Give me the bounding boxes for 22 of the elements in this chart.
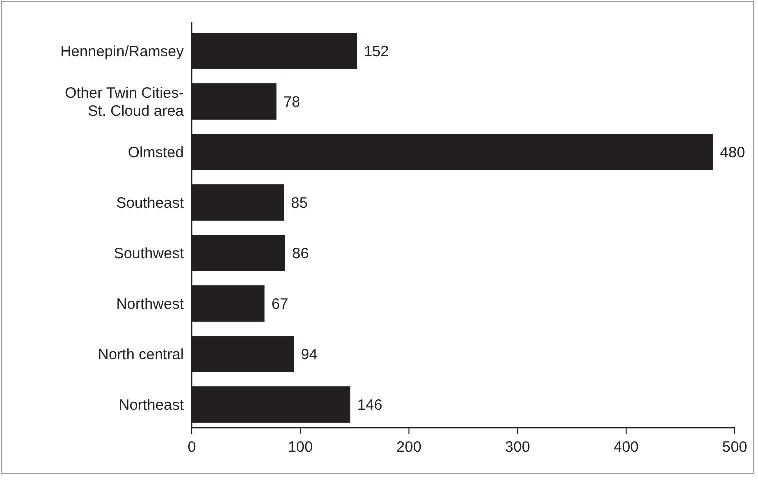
y-tick-label: Northeast <box>118 397 185 414</box>
x-tick-label: 200 <box>396 439 422 456</box>
data-label: 94 <box>301 346 318 364</box>
data-label: 67 <box>272 296 288 314</box>
data-label: 85 <box>291 194 308 212</box>
x-tick-label: 500 <box>722 439 748 456</box>
y-tick-label: North central <box>98 346 184 364</box>
data-label: 480 <box>720 144 746 162</box>
y-tick-label: Other Twin Cities- St. Cloud area <box>65 84 185 120</box>
y-tick-label: Southeast <box>116 194 185 212</box>
y-tick-label: Southwest <box>114 246 185 263</box>
data-label: 152 <box>364 43 390 60</box>
y-tick-label: Hennepin/Ramsey <box>60 43 184 60</box>
x-tick-label: 300 <box>505 439 530 456</box>
data-label: 146 <box>358 397 383 414</box>
data-label: 78 <box>284 94 300 111</box>
y-tick-label: Olmsted <box>128 144 184 162</box>
y-tick-label: Northwest <box>116 296 185 314</box>
data-label: 86 <box>292 246 310 263</box>
x-tick-label: 100 <box>288 439 314 456</box>
x-tick-label: 400 <box>614 439 639 456</box>
x-tick-label: 0 <box>188 439 196 456</box>
